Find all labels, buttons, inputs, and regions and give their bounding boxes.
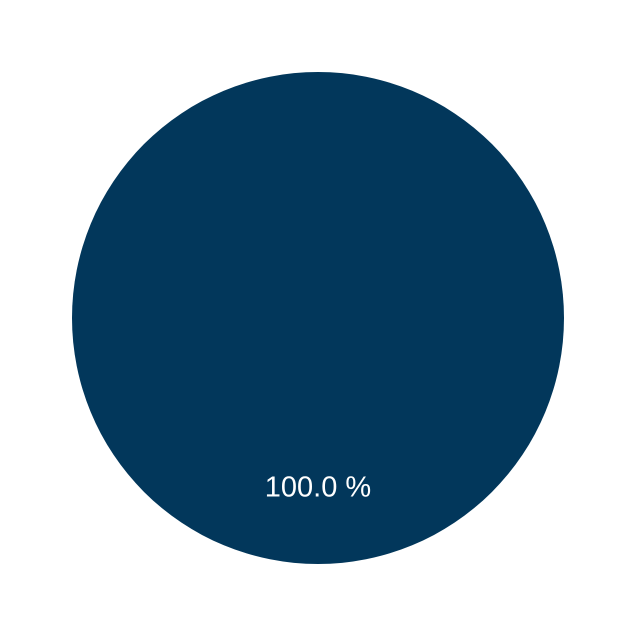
pie-slice-label-0: 100.0 % — [265, 472, 371, 504]
pie-slice-0 — [72, 72, 564, 564]
